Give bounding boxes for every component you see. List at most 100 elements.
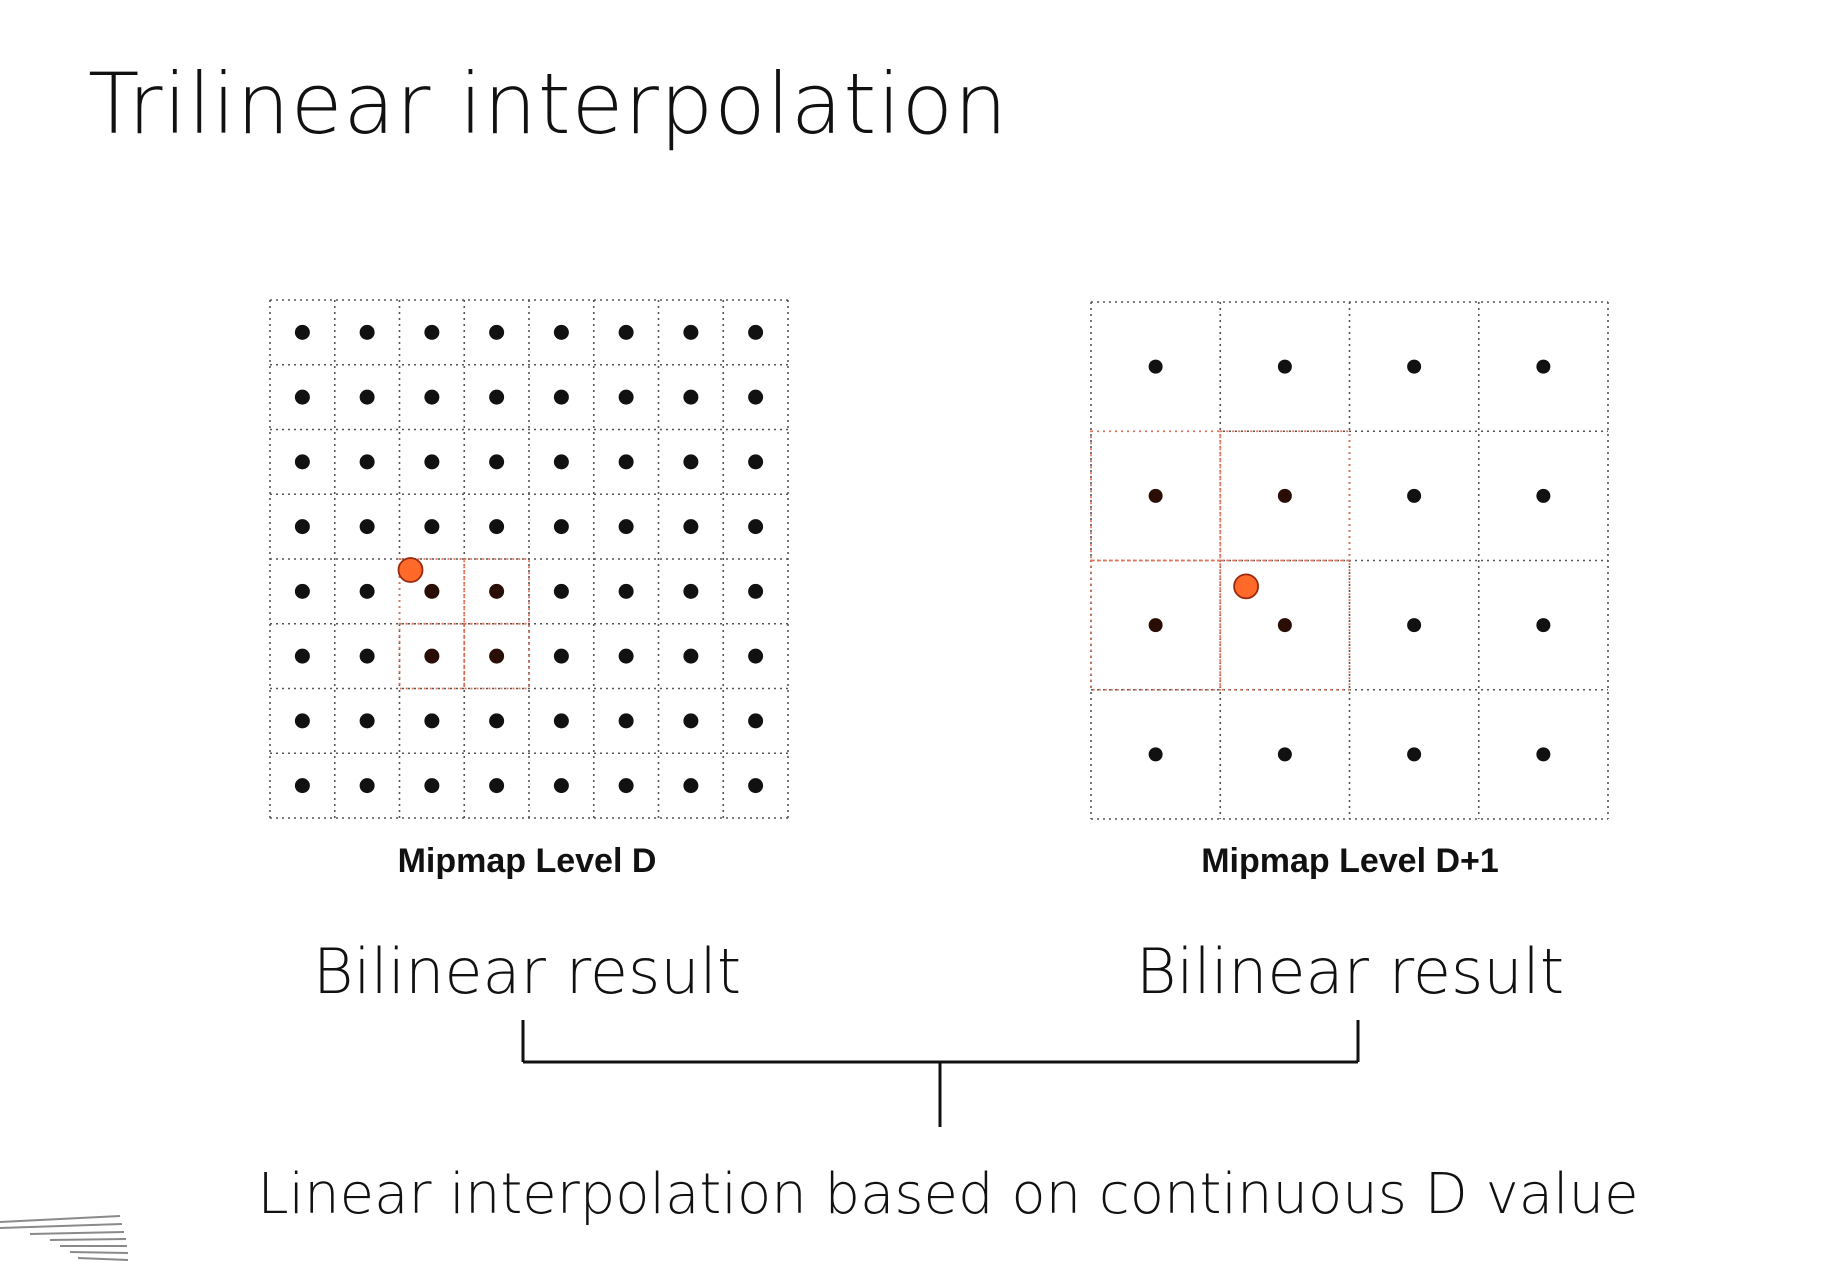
texel-sample-dot [553,389,569,405]
texel-sample-dot [683,778,699,794]
texel-sample-dot [553,778,569,794]
texel-sample-dot [294,519,310,535]
texel-sample-dot [1148,618,1163,633]
texel-sample-dot [748,389,764,405]
texel-sample-dot [424,713,440,729]
texel-sample-dot [1277,488,1292,503]
texel-sample-dot [424,583,440,599]
texel-sample-dot [1407,488,1422,503]
texel-sample-dot [748,324,764,340]
highlight-cell [1090,559,1222,691]
texel-sample-dot [553,583,569,599]
texel-sample-dot [618,389,634,405]
texel-sample-dot [748,519,764,535]
texel-sample-dot [294,324,310,340]
texel-sample-dot [1277,618,1292,633]
texel-sample-dot [683,713,699,729]
texel-sample-dot [618,583,634,599]
texel-sample-dot [618,454,634,470]
query-sample-point [1233,573,1259,600]
texel-sample-dot [424,519,440,535]
highlight-cell [398,558,466,625]
texel-sample-dot [1407,747,1422,762]
texel-sample-dot [683,324,699,340]
texel-sample-dot [748,454,764,470]
texel-sample-dot [683,648,699,664]
texel-sample-dot [1277,747,1292,762]
highlight-cell [463,558,530,625]
texel-sample-dot [1536,747,1551,762]
texel-sample-dot [683,454,699,470]
texel-sample-dot [489,454,505,470]
texel-sample-dot [294,389,310,405]
texel-sample-dot [553,454,569,470]
texel-sample-dot [618,519,634,535]
texel-sample-dot [424,324,440,340]
highlight-cell [398,622,466,690]
texel-sample-dot [553,519,569,535]
texel-sample-dot [489,648,505,664]
texel-sample-dot [1407,359,1422,374]
texel-sample-dot [618,648,634,664]
texel-sample-dot [294,454,310,470]
texel-sample-dot [1148,359,1163,374]
grid-mipmap-level-d1 [1090,301,1609,820]
texel-sample-dot [489,389,505,405]
texel-sample-dot [359,324,375,340]
caption-level-d: Mipmap Level D [398,842,657,880]
combination-bracket [521,1020,1360,1127]
texel-sample-dot [553,648,569,664]
highlight-cell [1219,559,1351,691]
texel-sample-dot [748,778,764,794]
texel-sample-dot [359,389,375,405]
texel-sample-dot [294,778,310,794]
texel-sample-dot [553,324,569,340]
texel-sample-dot [359,583,375,599]
texel-sample-dot [424,648,440,664]
slide-title: Trilinear interpolation [88,55,1009,153]
texel-sample-dot [1536,488,1551,503]
texel-sample-dot [618,713,634,729]
texel-sample-dot [683,519,699,535]
query-sample-point [397,557,424,583]
texel-sample-dot [359,778,375,794]
bilinear-result-left-label: Bilinear result [313,935,741,1008]
texel-sample-dot [1148,488,1163,503]
texel-sample-dot [683,583,699,599]
texel-sample-dot [489,713,505,729]
texel-sample-dot [359,648,375,664]
texel-sample-dot [1536,359,1551,374]
texel-sample-dot [294,713,310,729]
texel-sample-dot [748,713,764,729]
texel-sample-dot [424,778,440,794]
highlight-cell [463,622,530,690]
linear-interpolation-label: Linear interpolation based on continuous… [257,1162,1638,1227]
texel-sample-dot [618,324,634,340]
texel-sample-dot [1148,747,1163,762]
texel-sample-dot [618,778,634,794]
texel-sample-dot [424,389,440,405]
highlight-cell [1090,430,1222,562]
corner-scribble-decoration [0,1215,129,1261]
texel-sample-dot [294,583,310,599]
texel-sample-dot [489,583,505,599]
texel-sample-dot [1407,618,1422,633]
texel-sample-dot [359,519,375,535]
bilinear-result-right-label: Bilinear result [1136,935,1564,1008]
texel-sample-dot [1536,618,1551,633]
texel-sample-dot [489,778,505,794]
texel-sample-dot [553,713,569,729]
caption-level-d1: Mipmap Level D+1 [1201,842,1499,880]
texel-sample-dot [683,389,699,405]
texel-sample-dot [424,454,440,470]
texel-sample-dot [489,519,505,535]
texel-sample-dot [748,648,764,664]
texel-sample-dot [294,648,310,664]
texel-sample-dot [1277,359,1292,374]
highlight-cell [1219,430,1351,562]
texel-sample-dot [489,324,505,340]
grid-mipmap-level-d [269,299,789,819]
texel-sample-dot [359,454,375,470]
texel-sample-dot [748,583,764,599]
